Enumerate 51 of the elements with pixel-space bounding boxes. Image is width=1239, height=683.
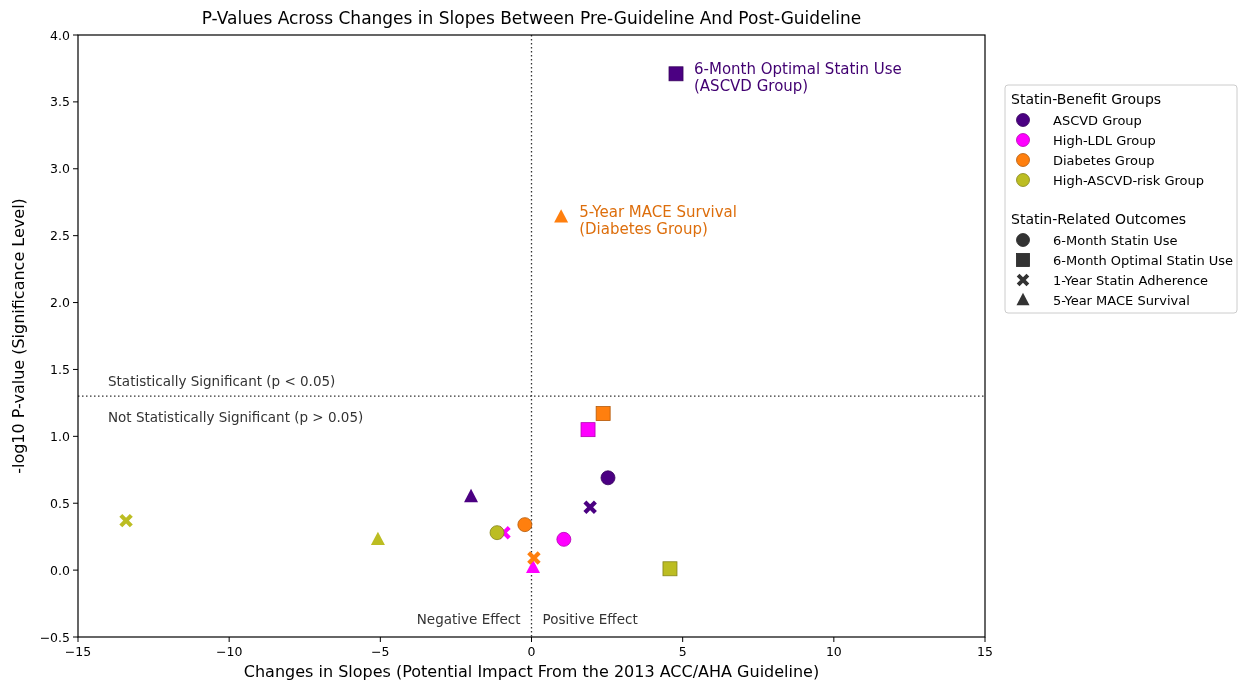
point [517,517,533,533]
point [662,561,678,577]
x-tick-label: 15 [977,644,993,659]
x-tick-label: 5 [678,644,687,659]
annotation: 6-Month Optimal Statin Use (ASCVD Group) [694,59,902,95]
y-tick-label: 3.5 [50,94,70,110]
x-tick-label: 10 [825,644,842,659]
legend-label: High-LDL Group [1053,133,1156,148]
point [464,488,479,503]
point [526,559,541,574]
y-tick-label: 1.0 [50,428,71,444]
point [489,525,505,541]
legend-label: Diabetes Group [1053,153,1155,168]
chart-title: P-Values Across Changes in Slopes Between Pre-Guideline And Post-Guideline [201,8,862,28]
point [370,531,385,545]
x-tick-label: −15 [64,644,92,659]
point [526,550,542,566]
annotation: Not Statistically Significant (p > 0.05) [108,409,364,426]
y-tick-label: 0.5 [50,495,70,511]
text: 6-Month Statin Use [1053,233,1178,248]
annotation: Positive Effect [542,611,638,627]
point [556,531,572,547]
y-tick-label: 3.0 [50,161,71,177]
point [554,209,569,223]
point [595,406,611,421]
point [118,513,134,528]
annotation: Statistically Significant (p < 0.05) [108,373,336,390]
point [668,66,684,82]
legend-label: ASCVD Group [1053,113,1142,128]
annotation: 5-Year MACE Survival (Diabetes Group) [579,202,737,238]
y-tick-label: 4.0 [50,27,71,43]
y-tick-label: 1.5 [50,361,70,377]
x-tick-label: 0 [527,644,536,659]
y-tick-label: 2.0 [50,295,71,311]
y-tick-label: 2.5 [50,228,70,244]
text: Statin-Related Outcomes [1011,211,1187,227]
text: 1-Year Statin Adherence [1053,273,1209,288]
point [582,499,598,515]
point [600,470,616,486]
y-tick-label: −0.5 [39,629,70,645]
point [580,422,596,438]
x-tick-label: −10 [215,644,243,659]
y-tick-label: 0.0 [50,562,71,578]
y-axis-title: -log10 P-value (Significance Level) [9,198,28,474]
text: 6-Month Optimal Statin Use [1053,253,1234,268]
annotation: Negative Effect [416,611,521,627]
text: 5-Year MACE Survival [1053,293,1190,308]
x-tick-label: −5 [371,644,390,659]
legend-label: High-ASCVD-risk Group [1053,173,1205,188]
x-axis-title: Changes in Slopes (Potential Impact From the 2013 ACC/AHA Guideline) [243,662,820,681]
legend-title: Statin-Benefit Groups [1011,91,1162,107]
